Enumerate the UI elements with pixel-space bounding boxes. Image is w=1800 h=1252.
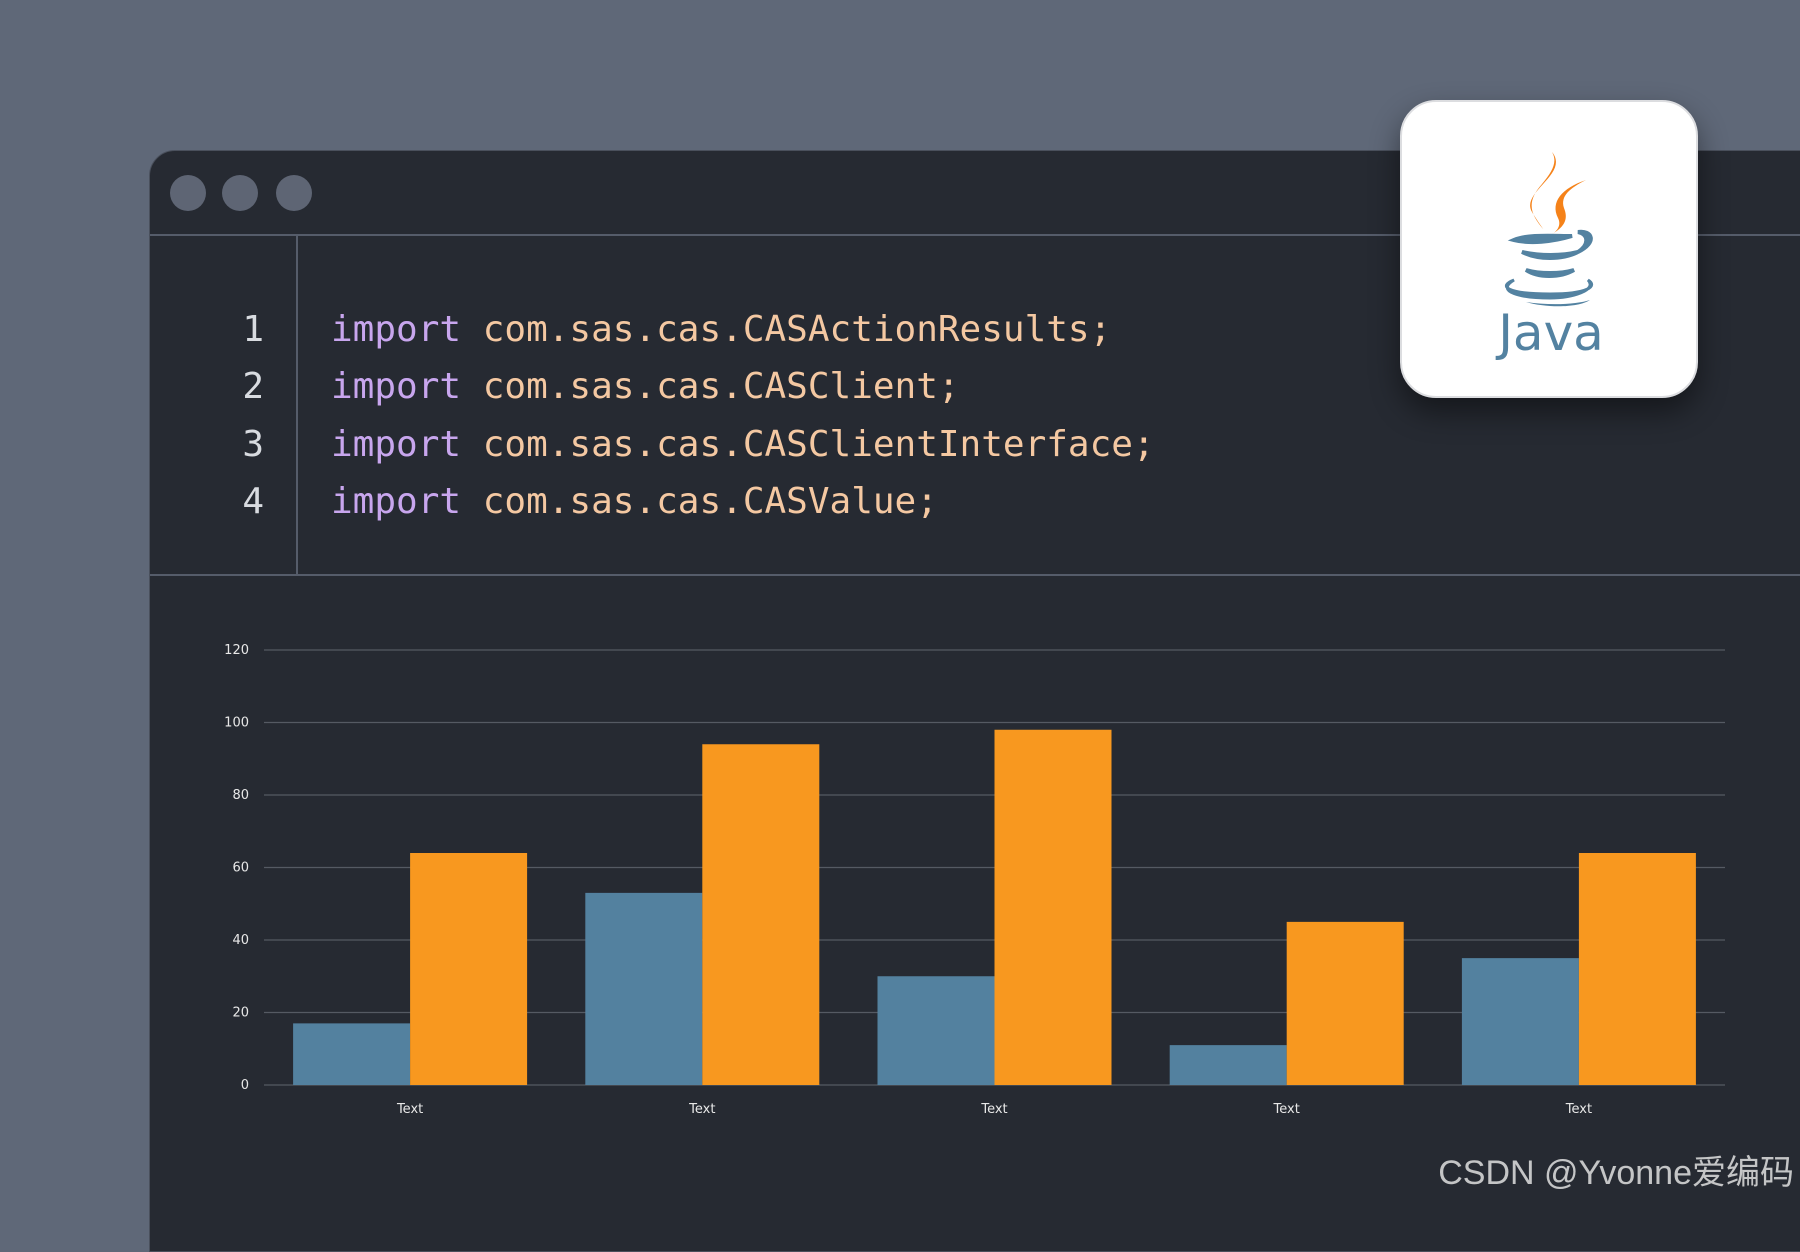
watermark: CSDN @Yvonne爱编码 bbox=[1438, 1154, 1794, 1192]
bar-chart: 0 20 40 60 80 100 120 Text Text Text Text Text bbox=[224, 643, 1725, 1117]
x-tick-label: Text bbox=[1273, 1102, 1300, 1117]
bar-2 bbox=[1578, 853, 1696, 1085]
bar-2 bbox=[994, 729, 1112, 1085]
java-logo-card: Java bbox=[1400, 100, 1698, 398]
x-tick-label: Text bbox=[980, 1102, 1007, 1117]
line-number: 2 bbox=[242, 366, 264, 407]
y-tick-label: 60 bbox=[232, 861, 249, 876]
java-logo-text: Java bbox=[1495, 304, 1604, 362]
java-coffee-cup-icon: Java bbox=[1495, 152, 1604, 362]
y-tick-label: 0 bbox=[241, 1078, 249, 1093]
keyword: import bbox=[331, 481, 462, 522]
keyword: import bbox=[331, 424, 462, 465]
maximize-dot-button[interactable] bbox=[276, 175, 312, 211]
bar-1 bbox=[877, 976, 995, 1085]
y-tick-label: 20 bbox=[232, 1006, 249, 1021]
y-tick-label: 80 bbox=[232, 788, 249, 803]
bar-2 bbox=[1286, 921, 1404, 1085]
bar-1 bbox=[585, 892, 703, 1085]
gutter-divider bbox=[296, 236, 298, 574]
code-editor: 1 import com.sas.cas.CASActionResults; 2 i… bbox=[150, 236, 1800, 576]
bar-1 bbox=[1169, 1045, 1287, 1085]
y-tick-label: 100 bbox=[224, 716, 249, 731]
bar-2 bbox=[410, 853, 528, 1085]
x-tick-label: Text bbox=[1565, 1102, 1592, 1117]
line-number: 4 bbox=[242, 481, 264, 522]
line-number: 3 bbox=[242, 424, 264, 465]
import-path: com.sas.cas.CASValue; bbox=[482, 481, 938, 522]
bar-2 bbox=[702, 744, 820, 1085]
bar-1 bbox=[293, 1023, 411, 1085]
close-dot-button[interactable] bbox=[170, 175, 206, 211]
import-path: com.sas.cas.CASClientInterface; bbox=[482, 424, 1155, 465]
title-bar bbox=[150, 151, 1800, 236]
x-tick-label: Text bbox=[688, 1102, 715, 1117]
keyword: import bbox=[331, 309, 462, 350]
x-tick-label: Text bbox=[396, 1102, 423, 1117]
bar-1 bbox=[1461, 958, 1579, 1085]
import-path: com.sas.cas.CASActionResults; bbox=[482, 309, 1112, 350]
line-number: 1 bbox=[242, 309, 264, 350]
keyword: import bbox=[331, 366, 462, 407]
y-tick-label: 40 bbox=[232, 933, 249, 948]
import-path: com.sas.cas.CASClient; bbox=[482, 366, 960, 407]
y-tick-label: 120 bbox=[224, 643, 249, 658]
minimize-dot-button[interactable] bbox=[222, 175, 258, 211]
